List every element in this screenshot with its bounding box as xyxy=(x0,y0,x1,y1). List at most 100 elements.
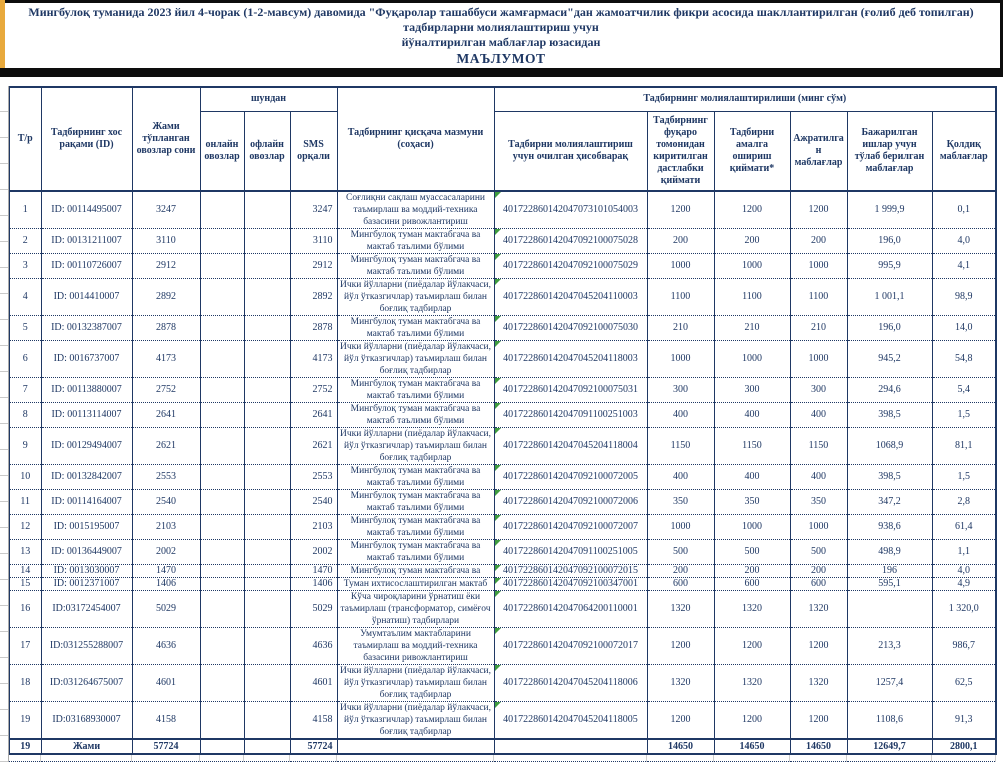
cell-implementation-value[interactable]: 350 xyxy=(713,489,791,515)
col-header-financing[interactable]: Тадбирнинг молиялаштирилиши (минг сўм) xyxy=(493,86,997,112)
cell-offline-votes[interactable] xyxy=(243,315,291,341)
cell-account[interactable]: 401722860142047045204118004 xyxy=(493,427,648,465)
cell-allocated[interactable]: 500 xyxy=(789,539,848,565)
cell-sms-votes[interactable]: 2553 xyxy=(289,464,338,490)
cell-remainder[interactable]: 2,8 xyxy=(931,489,997,515)
cell-allocated[interactable]: 1000 xyxy=(789,253,848,279)
col-header-initial-value[interactable]: Тадбирнинг фуқаро томонидан киритилган д… xyxy=(646,110,715,192)
cell-account[interactable]: 401722860142047092100347001 xyxy=(493,577,648,591)
cell-initial-value[interactable]: 1320 xyxy=(646,590,715,628)
cell-summary[interactable]: Ички йўлларни (пиёдалар йўлакчаси, йўл ў… xyxy=(336,701,495,740)
cell-online-votes[interactable] xyxy=(199,577,245,591)
cell-online-votes[interactable] xyxy=(199,539,245,565)
cell-allocated[interactable]: 400 xyxy=(789,464,848,490)
cell-event-id[interactable]: ID: 0016737007 xyxy=(40,340,133,378)
cell-summary[interactable]: Ички йўлларни (пиёдалар йўлакчаси, йўл ў… xyxy=(336,664,495,702)
cell-initial-value[interactable]: 1000 xyxy=(646,340,715,378)
cell-sms-votes[interactable]: 2641 xyxy=(289,402,338,428)
cell-total-votes[interactable]: 1406 xyxy=(131,577,201,591)
cell-offline-votes[interactable] xyxy=(243,539,291,565)
col-header-summary[interactable]: Тадбирнинг қисқача мазмуни (соҳаси) xyxy=(336,86,495,192)
cell-paid[interactable]: 1 999,9 xyxy=(846,191,933,229)
cell-account[interactable]: 401722860142047092100075028 xyxy=(493,228,648,254)
cell-online-votes[interactable] xyxy=(199,701,245,740)
cell-implementation-value[interactable]: 1000 xyxy=(713,340,791,378)
cell-serial[interactable]: 5 xyxy=(8,315,42,341)
cell-summary[interactable]: Мингбулоқ туман мактабгача ва мактаб таъ… xyxy=(336,539,495,565)
cell-serial[interactable]: 16 xyxy=(8,590,42,628)
cell-paid[interactable]: 1257,4 xyxy=(846,664,933,702)
cell-total-votes[interactable]: 4601 xyxy=(131,664,201,702)
cell-sms-votes[interactable]: 3110 xyxy=(289,228,338,254)
cell-paid[interactable]: 398,5 xyxy=(846,402,933,428)
cell-account[interactable]: 401722860142047064200110001 xyxy=(493,590,648,628)
cell-remainder[interactable]: 5,4 xyxy=(931,377,997,403)
cell-remainder[interactable]: 1,5 xyxy=(931,402,997,428)
cell-summary[interactable]: Туман ихтисослаштирилган мактаб xyxy=(336,577,495,591)
col-header-event-id[interactable]: Тадбирнинг хос рақами (ID) xyxy=(40,86,133,192)
cell-initial-value[interactable]: 1150 xyxy=(646,427,715,465)
cell-sms-votes[interactable]: 2540 xyxy=(289,489,338,515)
cell-allocated[interactable]: 1200 xyxy=(789,627,848,665)
cell-online-votes[interactable] xyxy=(199,514,245,540)
cell-summary[interactable]: Ички йўлларни (пиёдалар йўлакчаси, йўл ў… xyxy=(336,340,495,378)
cell-total-votes[interactable]: 2752 xyxy=(131,377,201,403)
cell-sms-votes[interactable]: 2878 xyxy=(289,315,338,341)
cell-remainder[interactable]: 98,9 xyxy=(931,278,997,316)
cell-event-id[interactable]: ID: 00114495007 xyxy=(40,191,133,229)
cell-sms-votes[interactable]: 4173 xyxy=(289,340,338,378)
cell-summary[interactable]: Ички йўлларни (пиёдалар йўлакчаси, йўл ў… xyxy=(336,278,495,316)
cell-offline-votes[interactable] xyxy=(243,701,291,740)
cell-event-id[interactable]: ID: 00113880007 xyxy=(40,377,133,403)
cell-remainder[interactable]: 91,3 xyxy=(931,701,997,740)
cell-allocated[interactable]: 200 xyxy=(789,228,848,254)
cell-summary[interactable]: Ички йўлларни (пиёдалар йўлакчаси, йўл ў… xyxy=(336,427,495,465)
col-header-serial[interactable]: Т/р xyxy=(8,86,42,192)
cell-paid[interactable]: 945,2 xyxy=(846,340,933,378)
cell-serial[interactable]: 9 xyxy=(8,427,42,465)
col-header-allocated[interactable]: Ажратилган маблағлар xyxy=(789,110,848,192)
cell-initial-value[interactable]: 200 xyxy=(646,228,715,254)
cell-initial-value[interactable]: 350 xyxy=(646,489,715,515)
cell-total-votes[interactable]: 2878 xyxy=(131,315,201,341)
cell-initial-value[interactable]: 400 xyxy=(646,464,715,490)
cell-initial-value[interactable]: 400 xyxy=(646,402,715,428)
cell-paid[interactable]: 196,0 xyxy=(846,315,933,341)
cell-online-votes[interactable] xyxy=(199,427,245,465)
col-header-online-votes[interactable]: онлайн овозлар xyxy=(199,110,245,192)
cell-implementation-value[interactable]: 1200 xyxy=(713,191,791,229)
cell-serial[interactable]: 8 xyxy=(8,402,42,428)
cell-allocated[interactable]: 350 xyxy=(789,489,848,515)
cell-offline-votes[interactable] xyxy=(243,664,291,702)
cell-event-id[interactable]: ID: 00110726007 xyxy=(40,253,133,279)
cell-account[interactable]: 401722860142047091100251003 xyxy=(493,402,648,428)
cell-remainder[interactable]: 81,1 xyxy=(931,427,997,465)
cell-initial-value[interactable]: 300 xyxy=(646,377,715,403)
cell-event-id[interactable]: ID: 00132842007 xyxy=(40,464,133,490)
cell-remainder[interactable]: 986,7 xyxy=(931,627,997,665)
cell-allocated[interactable]: 300 xyxy=(789,377,848,403)
cell-serial[interactable]: 11 xyxy=(8,489,42,515)
cell-sms-votes[interactable]: 2912 xyxy=(289,253,338,279)
cell-offline-votes[interactable] xyxy=(243,278,291,316)
cell-event-id[interactable]: ID: 00136449007 xyxy=(40,539,133,565)
cell-online-votes[interactable] xyxy=(199,489,245,515)
cell-sms-votes[interactable]: 3247 xyxy=(289,191,338,229)
col-header-implementation-value[interactable]: Тадбирни амалга ошириш қиймати* xyxy=(713,110,791,192)
col-header-account[interactable]: Тадбирни молиялаштириш учун очилган ҳисо… xyxy=(493,110,648,192)
col-header-remainder[interactable]: Қолдиқ маблағлар xyxy=(931,110,997,192)
cell-event-id[interactable]: ID: 0015195007 xyxy=(40,514,133,540)
cell-remainder[interactable]: 61,4 xyxy=(931,514,997,540)
cell-offline-votes[interactable] xyxy=(243,402,291,428)
cell-account[interactable]: 401722860142047092100075030 xyxy=(493,315,648,341)
cell-initial-value[interactable]: 600 xyxy=(646,577,715,591)
cell-summary[interactable]: Мингбулоқ туман мактабгача ва мактаб таъ… xyxy=(336,228,495,254)
cell-paid[interactable]: 196,0 xyxy=(846,228,933,254)
cell-paid[interactable]: 398,5 xyxy=(846,464,933,490)
cell-account[interactable]: 401722860142047092100072006 xyxy=(493,489,648,515)
cell-implementation-value[interactable]: 500 xyxy=(713,539,791,565)
cell-implementation-value[interactable]: 300 xyxy=(713,377,791,403)
cell-serial[interactable]: 4 xyxy=(8,278,42,316)
cell-implementation-value[interactable]: 1320 xyxy=(713,590,791,628)
cell-account[interactable]: 401722860142047092100075031 xyxy=(493,377,648,403)
